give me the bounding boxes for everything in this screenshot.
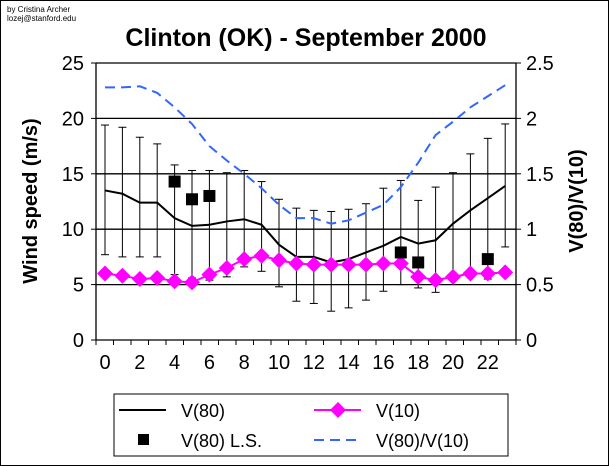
y2-tick-label: 2 [526,108,537,130]
v10-point [462,265,479,282]
credit-author: by Cristina Archer [7,5,71,14]
v10-point [375,255,392,272]
y2-tick-label: 0.5 [526,275,554,297]
v10-point [288,255,305,272]
x-tick-label: 2 [134,352,145,374]
v80-ls-point [186,193,198,206]
y2-tick-label: 1 [526,219,537,241]
y2-tick-label: 2.5 [526,53,554,75]
v10-point [236,251,253,268]
v80-ls-point [394,246,407,259]
v10-point [410,268,427,285]
y-tick-label: 5 [73,275,84,297]
v10-point [114,267,131,284]
y-tick-label: 15 [62,164,84,186]
series-v80-line [104,185,506,264]
series-ratio-line [105,84,506,225]
y2-axis-label: V(80)/V(10) [566,149,588,252]
v80-ls-point [481,253,494,266]
series-v10-line [104,254,506,284]
x-tick-label: 4 [169,352,180,374]
x-tick-label: 18 [407,352,429,374]
v10-point [253,247,270,264]
v80-ls-point [168,175,181,188]
x-tick-label: 14 [337,352,359,374]
x-tick-label: 10 [268,352,290,374]
x-tick-label: 0 [99,352,110,374]
v10-point [358,256,374,273]
credit-email: lozej@stanford.edu [7,14,77,23]
y2-tick-label: 0 [526,330,537,352]
credit: by Cristina Archer lozej@stanford.edu [7,5,76,23]
x-tick-label: 22 [477,352,499,374]
v10-point [479,265,496,282]
x-tick-label: 12 [303,352,325,374]
x-tick-label: 20 [442,352,464,374]
v10-point [218,259,235,276]
legend [113,393,509,457]
v10-point [131,271,148,288]
v10-point [445,268,461,285]
x-tick-label: 6 [204,352,215,374]
legend-v80ls-marker [138,434,149,445]
y-tick-label: 0 [73,330,84,352]
x-tick-label: 16 [372,352,394,374]
v10-point [305,256,322,273]
v10-point [97,265,113,282]
v10-point [323,256,340,273]
v10-point [184,274,200,291]
y-axis-label: Wind speed (m/s) [20,118,42,283]
chart-title: Clinton (OK) - September 2000 [125,24,486,52]
y-tick-label: 25 [62,53,84,75]
legend-v80ls-label: V(80) L.S. [181,431,262,451]
v10-point [201,266,218,283]
y-tick-label: 20 [62,108,84,130]
legend-v10-label: V(10) [376,401,420,421]
v10-point [166,273,183,290]
v80-ls-point [412,256,425,269]
v10-point [392,255,409,272]
x-tick-label: 8 [239,352,250,374]
v10-point [497,264,514,281]
v10-point [427,272,444,289]
v80-ls-point [203,189,216,202]
legend-v80-label: V(80) [181,401,225,421]
legend-v10-marker [330,402,346,418]
v10-point [340,256,357,273]
y-tick-label: 10 [62,219,84,241]
v10-point [149,269,166,286]
legend-ratio-label: V(80)/V(10) [376,431,469,451]
v10-point [271,252,287,269]
y2-tick-label: 1.5 [526,164,554,186]
